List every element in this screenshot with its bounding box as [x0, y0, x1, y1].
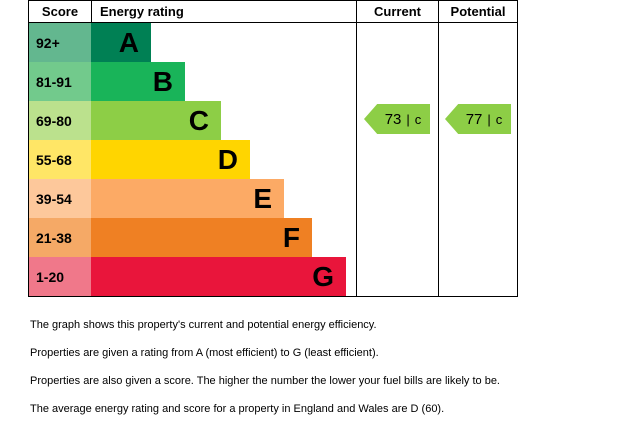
band-bar: F — [91, 218, 312, 257]
table-header-row: Score Energy rating Current Potential — [29, 1, 517, 23]
band-score-range: 55-68 — [29, 140, 91, 179]
band-bar: C — [91, 101, 221, 140]
band-letter: F — [282, 221, 300, 253]
band-row-e: 39-54 E — [29, 179, 517, 218]
potential-rating-arrow: 77 | c — [445, 104, 511, 134]
energy-rating-table: Score Energy rating Current Potential 92… — [28, 0, 518, 297]
band-row-c: 69-80 C — [29, 101, 517, 140]
band-row-a: 92+ A — [29, 23, 517, 62]
footnote-line: Properties are also given a score. The h… — [30, 375, 500, 387]
potential-separator: | — [487, 111, 491, 127]
potential-rating-letter: c — [495, 111, 503, 127]
band-score-range: 39-54 — [29, 179, 91, 218]
band-letter: D — [217, 143, 238, 175]
current-rating-letter: c — [414, 111, 422, 127]
band-letter: B — [152, 65, 173, 97]
footnote-line: Properties are given a rating from A (mo… — [30, 347, 379, 359]
current-separator: | — [406, 111, 410, 127]
band-letter: E — [253, 182, 272, 214]
band-bar: D — [91, 140, 250, 179]
band-row-g: 1-20 G — [29, 257, 517, 296]
current-score-value: 73 — [384, 110, 402, 128]
band-row-d: 55-68 D — [29, 140, 517, 179]
band-bar: E — [91, 179, 284, 218]
footnote-line: The average energy rating and score for … — [30, 403, 445, 415]
energy-rating-column-header: Energy rating — [91, 1, 356, 22]
current-column-header: Current — [356, 1, 438, 22]
band-score-range: 92+ — [29, 23, 91, 62]
band-letter: G — [312, 260, 334, 292]
band-score-range: 21-38 — [29, 218, 91, 257]
band-row-b: 81-91 B — [29, 62, 517, 101]
footnote-line: The graph shows this property's current … — [30, 319, 377, 331]
potential-score-value: 77 — [465, 110, 483, 128]
current-column-divider — [356, 23, 357, 296]
band-score-range: 69-80 — [29, 101, 91, 140]
band-letter: A — [118, 26, 139, 58]
band-letter: C — [188, 104, 209, 136]
potential-column-header: Potential — [438, 1, 517, 22]
band-bar: A — [91, 23, 151, 62]
band-bar: G — [91, 257, 346, 296]
score-column-header: Score — [41, 4, 79, 19]
band-score-range: 1-20 — [29, 257, 91, 296]
band-row-f: 21-38 F — [29, 218, 517, 257]
band-chart-area: 92+ A 81-91 B 69-80 C 55-68 — [29, 23, 517, 296]
potential-column-divider — [438, 23, 439, 296]
band-bar: B — [91, 62, 185, 101]
current-rating-arrow: 73 | c — [364, 104, 430, 134]
band-score-range: 81-91 — [29, 62, 91, 101]
footnotes: The graph shows this property's current … — [30, 319, 590, 431]
